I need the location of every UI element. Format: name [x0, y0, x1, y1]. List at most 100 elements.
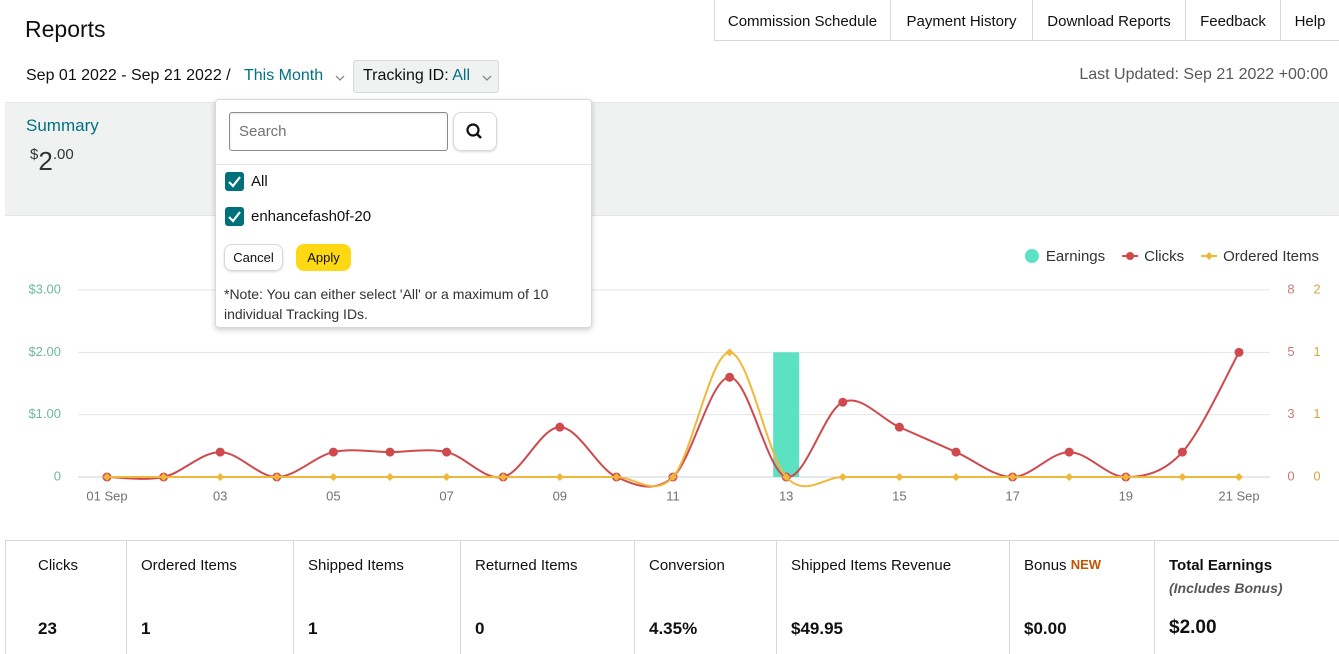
y2-tick-label: 8 — [1287, 281, 1294, 296]
y-tick-label: $1.00 — [28, 406, 61, 421]
metric-value: $0.00 — [1024, 619, 1067, 638]
metric: Shipped Items 1 — [293, 540, 461, 654]
point — [1235, 473, 1243, 481]
point — [386, 473, 394, 481]
tab[interactable]: Commission Schedule — [714, 0, 891, 41]
apply-button[interactable]: Apply — [296, 244, 351, 271]
metric-label: Clicks — [38, 557, 78, 574]
metric-value: 1 — [308, 619, 318, 638]
point — [838, 473, 847, 481]
point — [442, 447, 452, 457]
summary-title[interactable]: Summary — [26, 116, 99, 135]
point — [555, 422, 565, 432]
metric-value: $2.00 — [1169, 617, 1217, 638]
x-tick-label: 15 — [892, 488, 906, 503]
point — [272, 473, 281, 481]
legend-label: Clicks — [1144, 248, 1184, 265]
tracking-dropdown: Search All enhancefash0f-20 Cancel Apply… — [215, 99, 592, 328]
line — [106, 351, 1240, 488]
metric-value: 4.35% — [649, 619, 698, 638]
date-range: Sep 01 2022 - Sep 21 2022 / — [26, 67, 231, 84]
point — [669, 473, 677, 481]
point — [725, 348, 734, 357]
legend-marker — [1126, 252, 1135, 260]
point — [612, 473, 621, 481]
page-title: Reports — [25, 16, 106, 42]
point — [838, 397, 848, 407]
point — [894, 422, 904, 432]
point — [329, 473, 338, 481]
metric-label: Returned Items — [475, 557, 578, 574]
chevron — [482, 75, 492, 81]
y2-tick-label: 5 — [1287, 344, 1294, 359]
point — [1177, 447, 1187, 457]
amount-whole: 2 — [38, 146, 53, 176]
point — [1008, 473, 1017, 481]
metric-value: 0 — [475, 619, 485, 638]
note: *Note: You can either select 'All' or a … — [224, 286, 549, 322]
point — [216, 473, 225, 481]
metric-value: 23 — [38, 619, 57, 638]
legend-marker — [1024, 249, 1039, 263]
option-label: All — [251, 173, 268, 190]
tracking-select[interactable] — [353, 60, 499, 93]
x-tick-label: 19 — [1119, 488, 1133, 503]
period-select[interactable]: This Month — [244, 67, 324, 84]
point — [725, 372, 735, 382]
divider — [216, 164, 591, 165]
metric: Clicks 23 — [5, 540, 127, 654]
x-tick-label: 07 — [439, 488, 453, 503]
last-updated: Last Updated: Sep 21 2022 +00:00 — [1079, 66, 1328, 83]
search-icon — [466, 123, 482, 139]
point — [895, 473, 904, 481]
point — [1234, 347, 1244, 357]
metric-value: 1 — [141, 619, 151, 638]
line — [107, 351, 1240, 488]
x-tick-label: 01 Sep — [86, 488, 127, 503]
metric-label: Total Earnings — [1169, 557, 1273, 574]
x-tick-label: 03 — [213, 488, 227, 503]
point — [328, 447, 338, 457]
x-tick-label: 11 — [666, 488, 680, 503]
chevron — [335, 75, 345, 81]
search-button[interactable] — [453, 112, 497, 151]
y-tick-label: $3.00 — [28, 281, 61, 296]
checkbox[interactable] — [224, 171, 246, 193]
point — [952, 473, 960, 481]
point — [555, 473, 564, 481]
y-tick-label: 0 — [54, 468, 61, 483]
tracking-label-text: Tracking ID: — [363, 67, 449, 84]
cancel-button[interactable]: Cancel — [224, 244, 283, 271]
point — [782, 473, 791, 481]
x-tick-label: 09 — [553, 488, 567, 503]
legend-label: Earnings — [1046, 248, 1105, 265]
y2-tick-label: 1 — [1313, 406, 1320, 421]
search-input[interactable] — [229, 112, 448, 151]
tab[interactable]: Payment History — [890, 0, 1033, 41]
tab[interactable]: Feedback — [1185, 0, 1281, 41]
point — [385, 447, 395, 457]
y2-tick-label: 0 — [1313, 468, 1320, 483]
y2-tick-label: 1 — [1313, 344, 1320, 359]
metric-label-text: Bonus — [1024, 557, 1067, 574]
amount-fraction: .00 — [52, 146, 74, 163]
point — [215, 447, 225, 457]
metric: Shipped Items Revenue $49.95 — [776, 540, 1010, 654]
point — [442, 473, 451, 481]
tab[interactable]: Help — [1280, 0, 1339, 41]
tracking-value: All — [452, 67, 470, 84]
y2-tick-label: 0 — [1287, 468, 1294, 483]
y2-tick-label: 2 — [1313, 281, 1320, 296]
checkbox[interactable] — [224, 206, 246, 228]
metric: Bonus NEW $0.00 — [1009, 540, 1155, 654]
legend-marker — [1205, 252, 1214, 260]
x-tick-label: 17 — [1005, 488, 1019, 503]
point — [159, 473, 168, 481]
metric-value: $49.95 — [791, 619, 843, 638]
point — [499, 473, 508, 481]
metric-label: Shipped Items — [308, 557, 404, 574]
point — [1121, 473, 1130, 481]
summary-amount: $2.00 — [30, 146, 74, 177]
